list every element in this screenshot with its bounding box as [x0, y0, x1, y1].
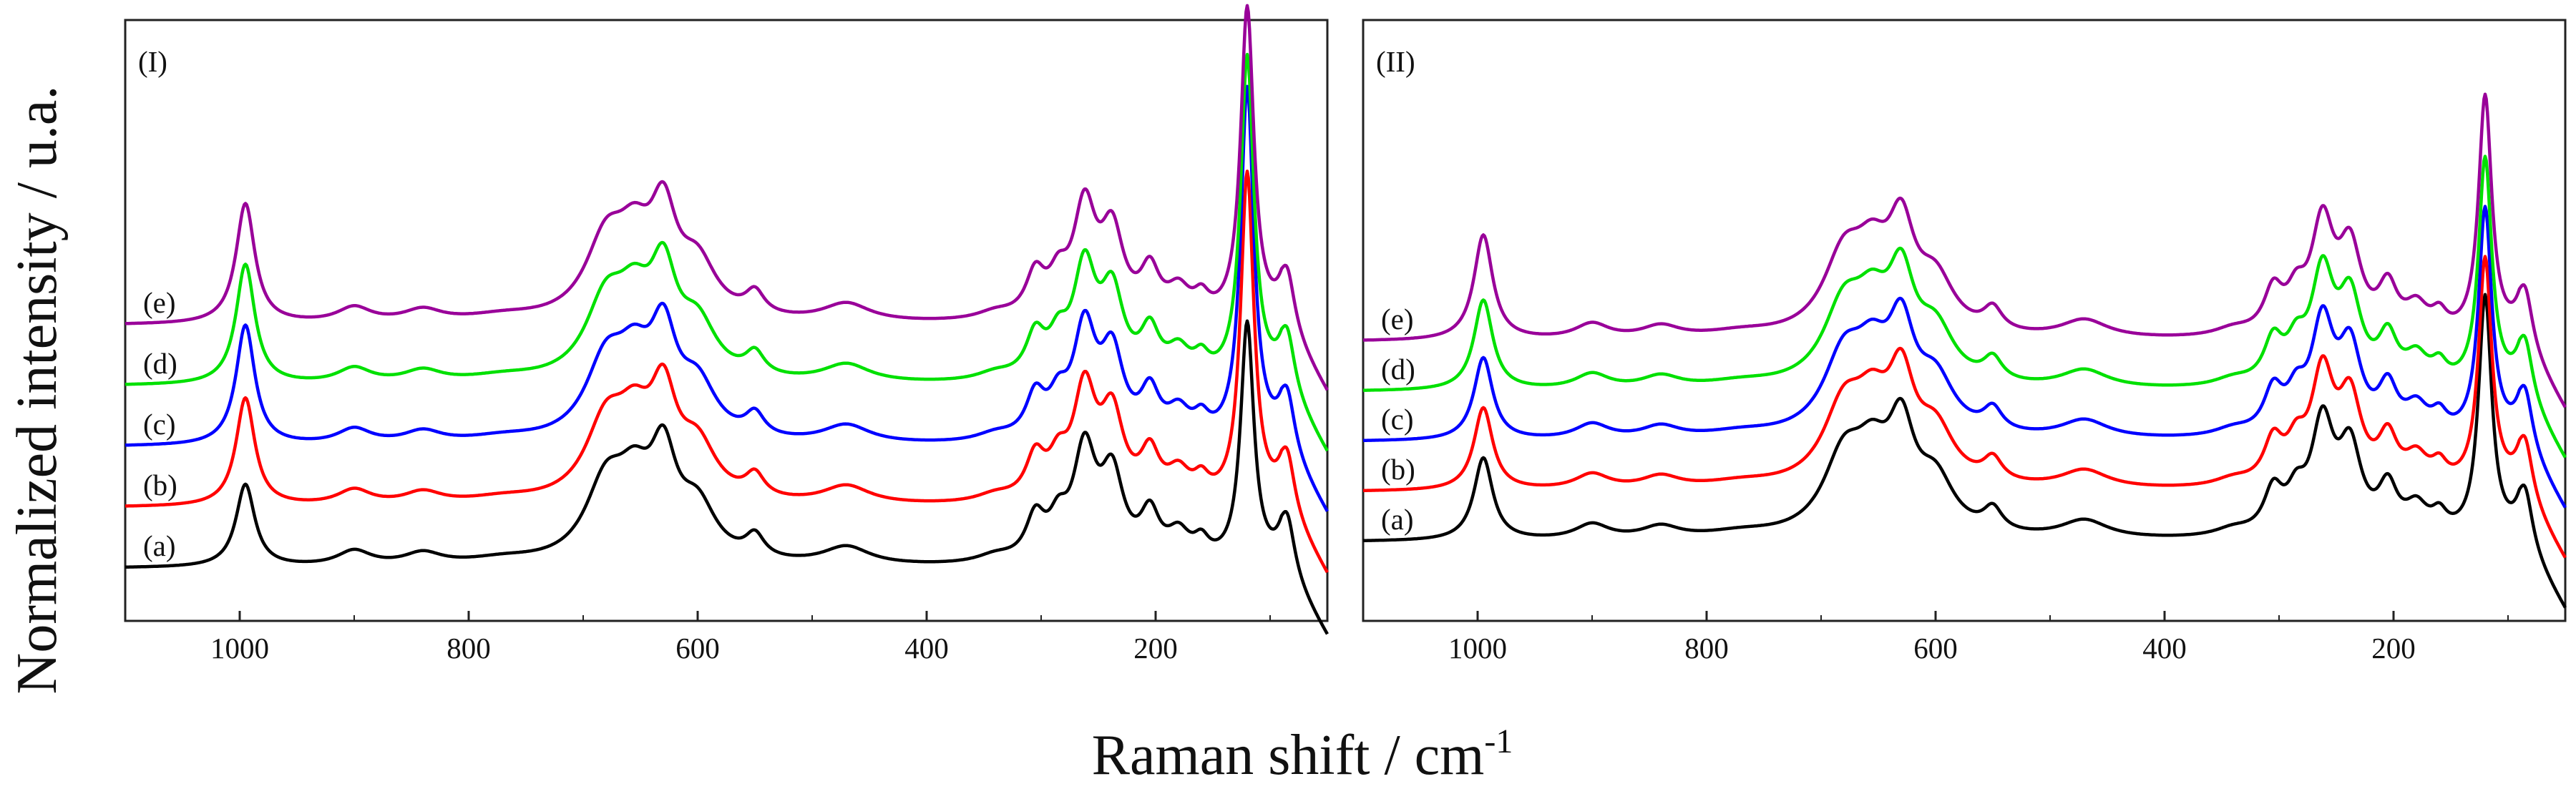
series-line-b: [1362, 255, 2567, 559]
panel-frame: [124, 19, 1329, 622]
series-line-c: [1362, 205, 2567, 509]
series-label: (d): [1381, 353, 1415, 386]
x-tick-label: 400: [904, 632, 949, 665]
series-label: (e): [143, 286, 176, 319]
series-label: (d): [143, 347, 177, 380]
series-line-d: [125, 52, 1329, 452]
series-label: (a): [143, 529, 176, 562]
series-label: (c): [143, 408, 176, 441]
x-tick-label: 600: [675, 632, 720, 665]
series-label: (b): [1381, 453, 1415, 486]
x-tick-label: 600: [1913, 632, 1958, 665]
x-tick-label: 800: [447, 632, 491, 665]
panels: (I) 1000 800 600 400 200 (a) (b) (c) (d) (e) (II) 10…: [124, 4, 2567, 665]
x-tick-label: 800: [1684, 632, 1729, 665]
x-tick-label: 1000: [210, 632, 269, 665]
panel-1: (I) 1000 800 600 400 200 (a) (b) (c) (d) (e): [124, 4, 1329, 665]
series-line-a: [125, 319, 1329, 635]
series-label: (c): [1381, 403, 1414, 436]
series-line-a: [1362, 293, 2567, 609]
panel-label: (II): [1376, 45, 1415, 78]
series-line-c: [125, 84, 1329, 512]
x-tick-label: 200: [2371, 632, 2416, 665]
x-axis-title-text: Raman shift / cm: [1092, 724, 1485, 787]
series-line-e: [1362, 92, 2567, 408]
panel-frame: [1362, 19, 2567, 622]
x-tick-label: 1000: [1448, 632, 1507, 665]
series-label: (e): [1381, 303, 1414, 335]
series-line-e: [125, 4, 1329, 391]
x-axis-title: Raman shift / cm-1: [1092, 722, 1513, 787]
panel-2: (II) 1000 800 600 400 200 (a) (b) (c) (d) (e): [1362, 19, 2567, 665]
panel-label: (I): [138, 45, 167, 78]
x-tick-label: 200: [1133, 632, 1178, 665]
x-axis-title-superscript: -1: [1484, 722, 1513, 760]
series-label: (a): [1381, 503, 1414, 536]
series-label: (b): [143, 469, 177, 501]
series-line-d: [1362, 155, 2567, 459]
series-line-b: [125, 170, 1329, 574]
y-axis-title: Normalized intensity / u.a.: [6, 86, 69, 695]
x-tick-label: 400: [2142, 632, 2187, 665]
